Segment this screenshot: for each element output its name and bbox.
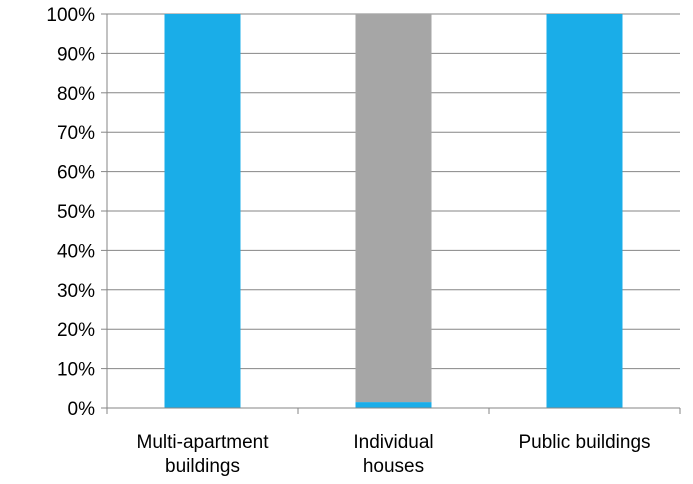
y-tick-label: 80%	[57, 84, 95, 105]
bar-segment	[164, 14, 241, 408]
y-tick-label: 10%	[57, 360, 95, 381]
bars	[164, 14, 623, 408]
x-category-label: Multi-apartment buildings	[137, 432, 270, 477]
y-tick-label: 30%	[57, 281, 95, 302]
x-category-labels: Multi-apartment buildings Individual houses…	[137, 432, 651, 477]
y-tick-label: 40%	[57, 241, 95, 262]
y-tick-label: 50%	[57, 202, 95, 223]
bar-segment	[355, 402, 432, 408]
y-tick-label: 100%	[46, 5, 95, 26]
y-tick-label: 60%	[57, 163, 95, 184]
y-tick-label: 0%	[68, 399, 96, 420]
bar-segment	[355, 14, 432, 403]
bar-segment	[546, 14, 623, 408]
x-category-label: Public buildings	[518, 432, 650, 453]
y-tick-labels: 0% 10% 20% 30% 40% 50% 60% 70% 80% 90% 100%	[46, 5, 95, 420]
x-category-label: Individual houses	[353, 432, 433, 477]
y-tick-label: 20%	[57, 320, 95, 341]
y-tick-label: 70%	[57, 123, 95, 144]
axes	[101, 13, 681, 414]
y-tick-label: 90%	[57, 44, 95, 65]
